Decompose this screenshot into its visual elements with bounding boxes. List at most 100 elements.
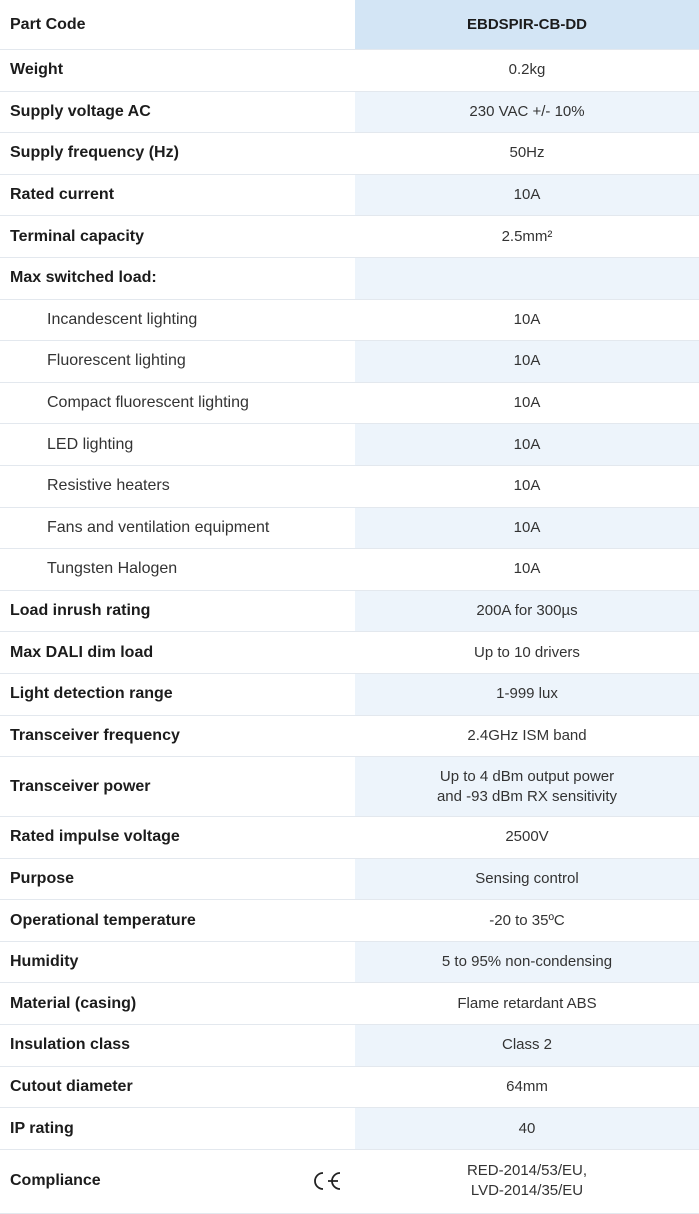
spec-value: 50Hz <box>509 144 545 162</box>
spec-value: 2.5mm² <box>501 227 553 245</box>
spec-value: 10A <box>513 435 541 453</box>
spec-label: LED lighting <box>47 435 134 453</box>
spec-row: Load inrush rating 200A for 300µs <box>0 590 699 633</box>
spec-value-cell: 10A <box>355 341 699 382</box>
spec-label: Purpose <box>10 869 75 887</box>
spec-row: Max DALI dim load Up to 10 drivers <box>0 632 699 674</box>
spec-row: Terminal capacity 2.5mm² <box>0 216 699 258</box>
spec-label: Transceiver power <box>10 777 151 795</box>
spec-value-cell: Up to 4 dBm output power and -93 dBm RX s… <box>355 757 699 817</box>
spec-label: Light detection range <box>10 685 173 703</box>
spec-value-cell: 40 <box>355 1108 699 1149</box>
spec-value-cell: 10A <box>355 174 699 216</box>
spec-row: Material (casing) Flame retardant ABS <box>0 983 699 1026</box>
spec-label: Compliance <box>0 1150 355 1213</box>
spec-row: Supply frequency (Hz) 50Hz <box>0 133 699 175</box>
spec-row: Operational temperature -20 to 35ºC <box>0 900 699 942</box>
spec-row: Tungsten Halogen 10A <box>0 549 699 591</box>
spec-row: Fans and ventilation equipment 10A <box>0 507 699 550</box>
spec-value: 10A <box>513 394 541 412</box>
spec-row: Incandescent lighting 10A <box>0 300 699 342</box>
spec-label: Supply frequency (Hz) <box>10 144 179 162</box>
spec-row: Rated current 10A <box>0 174 699 217</box>
spec-value-cell: 64mm <box>355 1067 699 1108</box>
spec-value-cell: 200A for 300µs <box>355 590 699 632</box>
spec-label: Max DALI dim load <box>10 643 154 661</box>
spec-value-cell: Sensing control <box>355 858 699 900</box>
spec-value: 5 to 95% non-condensing <box>441 953 613 971</box>
spec-value: 0.2kg <box>508 61 546 79</box>
spec-value: 10A <box>513 310 541 328</box>
spec-label: Incandescent lighting <box>47 310 198 328</box>
spec-label: Max switched load: <box>10 269 157 287</box>
spec-value: -20 to 35ºC <box>489 911 565 929</box>
spec-value: Class 2 <box>501 1036 553 1054</box>
spec-value: 200A for 300µs <box>476 602 578 620</box>
spec-value-cell: Flame retardant ABS <box>355 983 699 1024</box>
spec-value-cell: Class 2 <box>355 1025 699 1066</box>
spec-label: Material (casing) <box>10 994 137 1012</box>
spec-row: Transceiver frequency 2.4GHz ISM band <box>0 716 699 758</box>
spec-row: Max switched load: <box>0 257 699 300</box>
spec-label: Compact fluorescent lighting <box>47 394 249 412</box>
spec-label: Load inrush rating <box>10 602 151 620</box>
spec-row: Resistive heaters 10A <box>0 466 699 508</box>
spec-value-cell: 2.4GHz ISM band <box>355 716 699 757</box>
spec-row: Light detection range 1-999 lux <box>0 673 699 716</box>
spec-label: Supply voltage AC <box>10 102 151 120</box>
spec-value-cell: 2.5mm² <box>355 216 699 257</box>
spec-value: Up to 10 drivers <box>474 643 580 661</box>
spec-row: Rated impulse voltage 2500V <box>0 817 699 859</box>
spec-label: Operational temperature <box>10 911 196 929</box>
spec-row: Cutout diameter 64mm <box>0 1067 699 1109</box>
spec-value-cell: 2500V <box>355 817 699 858</box>
spec-row: Fluorescent lighting 10A <box>0 341 699 383</box>
spec-label: IP rating <box>10 1119 74 1137</box>
spec-label: Fans and ventilation equipment <box>47 518 270 536</box>
spec-value-cell: 230 VAC +/- 10% <box>355 91 699 133</box>
spec-value-cell: 5 to 95% non-condensing <box>355 941 699 983</box>
spec-row: Compact fluorescent lighting 10A <box>0 383 699 425</box>
spec-label: Weight <box>10 61 64 79</box>
spec-value: Sensing control <box>475 869 579 887</box>
spec-label: Rated current <box>10 186 115 204</box>
spec-row: LED lighting 10A <box>0 424 699 466</box>
spec-value: 1-999 lux <box>496 685 558 703</box>
spec-label: Terminal capacity <box>10 227 144 245</box>
spec-value-cell: 50Hz <box>355 133 699 174</box>
header-value-cell: EBDSPIR-CB-DD <box>355 0 699 49</box>
header-value: EBDSPIR-CB-DD <box>467 15 587 33</box>
spec-label: Tungsten Halogen <box>47 560 178 578</box>
spec-value-cell: 0.2kg <box>355 50 699 91</box>
spec-row: IP rating 40 <box>0 1108 699 1150</box>
spec-label: Rated impulse voltage <box>10 828 180 846</box>
spec-label: Fluorescent lighting <box>47 352 186 370</box>
spec-label: Humidity <box>10 953 79 971</box>
spec-value: LVD-2014/35/EU <box>470 1182 584 1200</box>
spec-row: Weight 0.2kg <box>0 50 699 92</box>
spec-value-cell: 10A <box>355 549 699 590</box>
spec-row: Transceiver power Up to 4 dBm output powe… <box>0 757 699 818</box>
spec-value-cell: 1-999 lux <box>355 673 699 715</box>
spec-value: 10A <box>513 352 541 370</box>
spec-value: and -93 dBm RX sensitivity <box>436 787 618 805</box>
spec-value: 10A <box>513 477 541 495</box>
spec-label: Resistive heaters <box>47 477 170 495</box>
spec-value: 10A <box>513 518 541 536</box>
spec-value: 2.4GHz ISM band <box>467 726 587 744</box>
spec-value: 10A <box>513 560 541 578</box>
spec-value: Up to 4 dBm output power <box>439 767 615 785</box>
spec-row: Purpose Sensing control <box>0 858 699 901</box>
spec-value-cell: 10A <box>355 300 699 341</box>
spec-row: Humidity 5 to 95% non-condensing <box>0 941 699 984</box>
spec-value: Flame retardant ABS <box>457 994 597 1012</box>
spec-value-cell: 10A <box>355 466 699 507</box>
spec-value: 64mm <box>506 1077 548 1095</box>
spec-value-cell: Up to 10 drivers <box>355 632 699 673</box>
spec-value: RED-2014/53/EU, <box>466 1162 588 1180</box>
spec-value-cell: RED-2014/53/EU, LVD-2014/35/EU <box>355 1150 699 1213</box>
spec-value: 230 VAC +/- 10% <box>469 102 585 120</box>
spec-value: 2500V <box>505 828 549 846</box>
spec-row: Insulation class Class 2 <box>0 1025 699 1067</box>
